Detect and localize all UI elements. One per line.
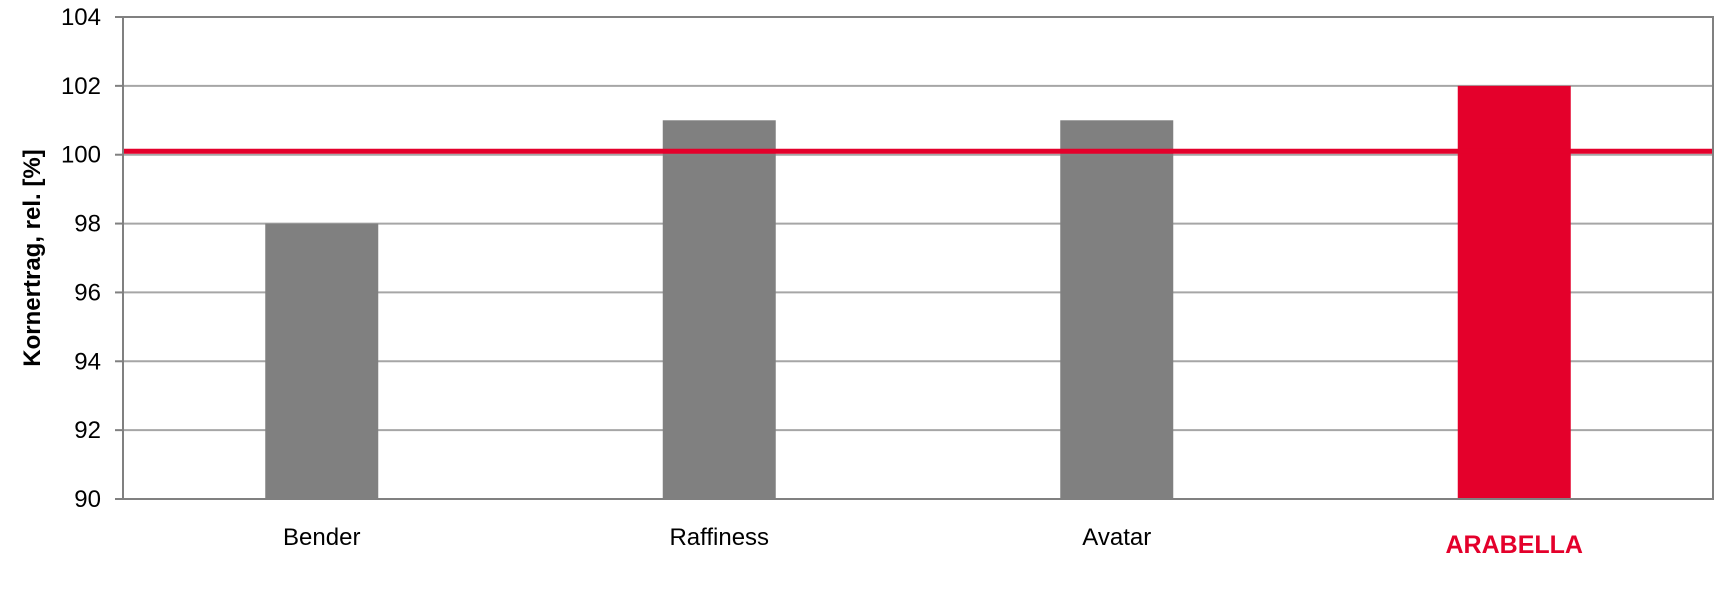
y-axis-title: Kornertrag, rel. [%] bbox=[19, 149, 46, 366]
x-tick-label-bender: Bender bbox=[283, 524, 360, 551]
y-tick-label: 98 bbox=[74, 211, 101, 238]
y-tick-labels: 90 92 94 96 98 100 102 104 bbox=[61, 4, 101, 513]
y-tick-label: 104 bbox=[61, 4, 101, 31]
bar-bender bbox=[265, 223, 379, 500]
axes bbox=[122, 16, 1714, 500]
bar-avatar bbox=[1060, 120, 1174, 500]
bar-raffiness bbox=[662, 120, 776, 500]
y-tick-label: 92 bbox=[74, 417, 101, 444]
plot-area-border bbox=[122, 16, 1714, 500]
bar-arabella bbox=[1457, 85, 1571, 499]
y-tick-label: 90 bbox=[74, 486, 101, 513]
y-tick-label: 100 bbox=[61, 142, 101, 169]
y-tick-label: 102 bbox=[61, 73, 101, 100]
x-category-labels: Bender Raffiness Avatar ARABELLA bbox=[283, 524, 1583, 559]
x-tick-label-arabella: ARABELLA bbox=[1446, 531, 1584, 559]
y-tick-label: 94 bbox=[74, 348, 101, 375]
bars bbox=[265, 85, 1571, 500]
x-tick-label-raffiness: Raffiness bbox=[669, 524, 769, 551]
x-tick-label-avatar: Avatar bbox=[1082, 524, 1151, 551]
y-tick-label: 96 bbox=[74, 279, 101, 306]
